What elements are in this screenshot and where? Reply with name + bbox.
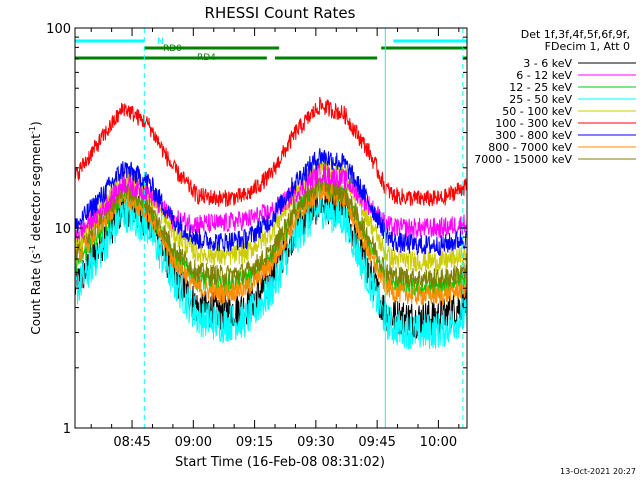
generation-date: 13-Oct-2021 20:27 [560, 467, 636, 476]
legend-label: 3 - 6 keV [523, 57, 572, 70]
legend-label: 50 - 100 keV [502, 105, 572, 118]
y-tick-label: 100 [46, 22, 71, 37]
legend-label: 6 - 12 keV [516, 69, 572, 82]
x-axis-label: Start Time (16-Feb-08 08:31:02) [175, 455, 385, 470]
x-tick-label: 09:00 [175, 435, 212, 450]
legend-header: FDecim 1, Att 0 [545, 40, 630, 53]
y-axis-label-part: detector segment [29, 134, 43, 245]
series-line-100-300keV [74, 96, 468, 207]
y-axis-label-sup: -1 [28, 126, 37, 134]
legend-header: Det 1f,3f,4f,5f,6f,9f, [521, 28, 630, 41]
x-tick-label: 08:45 [113, 435, 150, 450]
chart-title: RHESSI Count Rates [205, 4, 356, 22]
axes: 08:45 09:00 09:15 09:30 09:45 10:00 1 10 100 [46, 22, 467, 450]
legend-label: 25 - 50 keV [509, 93, 572, 106]
x-tick-label: 09:30 [297, 435, 334, 450]
legend-label: 7000 - 15000 keV [474, 153, 572, 166]
legend-label: 12 - 25 keV [509, 81, 572, 94]
x-tick-label: 09:45 [358, 435, 395, 450]
flag-label: RD0 [163, 44, 182, 54]
y-axis-label-sup: -1 [28, 245, 37, 253]
y-axis-label: Count Rate (s-1 detector segment-1) [28, 121, 43, 334]
series-line-25-50keV [74, 193, 468, 350]
legend-label: 300 - 800 keV [495, 129, 572, 142]
flag-label: N [157, 37, 164, 47]
series-line-300-800keV [74, 148, 468, 256]
y-tick-label: 1 [63, 422, 71, 437]
y-axis-label-part: ) [29, 121, 43, 126]
legend-label: 100 - 300 keV [495, 117, 572, 130]
y-tick-label: 10 [54, 222, 71, 237]
series-line-6-12keV [74, 162, 468, 243]
flag-label: RD4 [197, 53, 216, 63]
legend-label: 800 - 7000 keV [488, 141, 572, 154]
y-axis-label-part: Count Rate (s [29, 253, 43, 335]
series-group [74, 96, 468, 350]
x-tick-label: 09:15 [236, 435, 273, 450]
series-line-7000-15000keV [74, 171, 468, 289]
x-tick-label: 10:00 [420, 435, 457, 450]
legend: Det 1f,3f,4f,5f,6f,9f,FDecim 1, Att 0 3 -… [474, 28, 636, 166]
